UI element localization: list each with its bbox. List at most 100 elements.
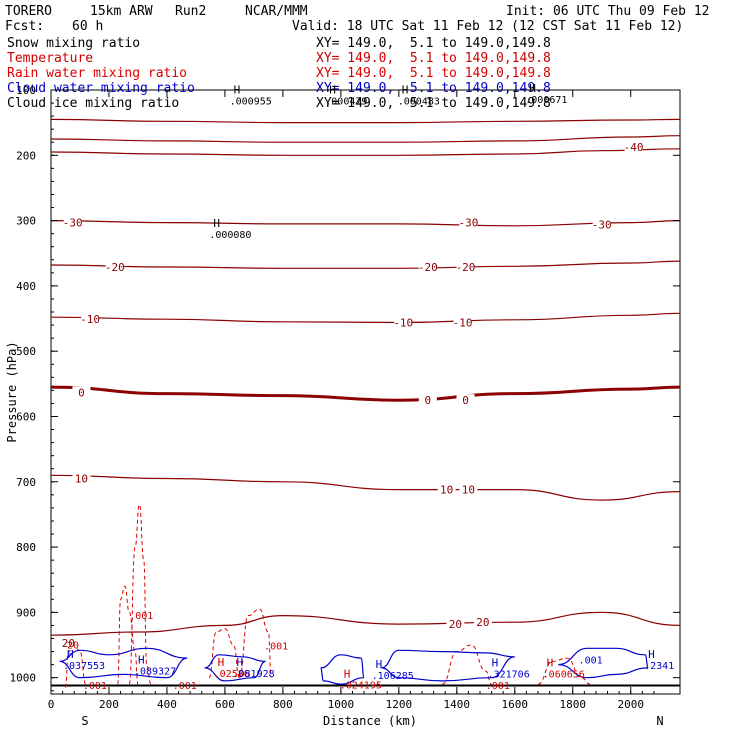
header-fcst-label: Fcst: <box>5 19 45 34</box>
y-axis-title: Pressure (hPa) <box>5 341 19 442</box>
contour-label-5: .001 <box>486 681 510 692</box>
temp-label-bg-15 <box>459 483 478 496</box>
max-marker-0: H <box>234 83 241 96</box>
temp-label-11: 0 <box>425 394 432 407</box>
y-tick-label-700: 700 <box>16 476 36 489</box>
max-value-12: .060656 <box>543 670 585 681</box>
isotherm-7 <box>50 474 681 501</box>
temp-label-7: -10 <box>80 313 100 326</box>
temp-label-bg-2 <box>459 216 478 229</box>
rain-contour-5 <box>442 644 492 685</box>
max-marker-7: H <box>218 656 225 669</box>
max-marker-13: H <box>648 648 655 661</box>
max-value-6: .089327 <box>134 666 176 677</box>
orientation-south: S <box>81 714 88 728</box>
max-value-5: .037553 <box>63 661 105 672</box>
x-axis-title: Distance (km) <box>323 714 417 728</box>
x-tick-label-1400: 1400 <box>444 698 471 711</box>
x-tick-label-1000: 1000 <box>328 698 355 711</box>
max-marker-2: H <box>402 83 409 96</box>
isotherm-3 <box>50 220 681 227</box>
cloud-contour-1 <box>204 654 266 682</box>
max-marker-9: H <box>344 668 351 681</box>
temp-label-bg-14 <box>437 483 456 496</box>
max-value-7: .02586 <box>214 669 250 680</box>
contour-label-3: .001 <box>83 681 107 692</box>
y-tick-label-100: 100 <box>16 84 36 97</box>
header-run: Run2 <box>175 4 207 19</box>
header-fcst-value: 60 h <box>72 19 104 34</box>
contour-label-1: .001 <box>264 642 288 653</box>
temp-label-17: 20 <box>476 616 489 629</box>
x-tick-label-1600: 1600 <box>502 698 529 711</box>
temp-label-bg-18 <box>59 637 78 650</box>
max-value-9: .024195 <box>340 681 382 692</box>
legend-label-cloudice: Cloud ice mixing ratio <box>7 96 180 111</box>
temp-label-bg-9 <box>453 316 472 329</box>
temp-label-bg-0 <box>624 140 643 153</box>
isotherm-5 <box>50 312 681 324</box>
max-marker-12: H <box>547 657 554 670</box>
temp-label-bg-16 <box>446 618 465 631</box>
max-value-13: .2341 <box>644 661 674 672</box>
max-value-8: .081928 <box>233 669 275 680</box>
cloud-contour-3 <box>381 649 515 682</box>
x-tick-label-1800: 1800 <box>560 698 587 711</box>
rain-contour-2 <box>128 504 152 685</box>
max-marker-10: H <box>376 658 383 671</box>
header-resolution: 15km ARW <box>90 4 153 19</box>
max-marker-6: H <box>138 653 145 666</box>
legend-label-temperature: Temperature <box>7 51 94 66</box>
rain-contour-1 <box>117 585 139 685</box>
isotherm-2 <box>50 148 681 156</box>
temp-label-bg-3 <box>592 218 611 231</box>
temp-label-12: 0 <box>462 394 469 407</box>
temp-label-16: 20 <box>449 618 462 631</box>
max-value-11: .321706 <box>488 670 530 681</box>
x-tick-label-400: 400 <box>157 698 177 711</box>
y-tick-label-300: 300 <box>16 215 36 228</box>
y-tick-label-500: 500 <box>16 345 36 358</box>
x-tick-label-800: 800 <box>273 698 293 711</box>
max-marker-4: H <box>213 217 220 230</box>
contour-label-6: 20 <box>67 640 79 651</box>
temp-label-bg-8 <box>394 316 413 329</box>
header-valid: Valid: 18 UTC Sat 11 Feb 12 (12 CST Sat … <box>292 19 684 34</box>
rain-contour-3 <box>208 628 240 679</box>
isotherm-1 <box>50 135 681 143</box>
max-marker-5: H <box>67 648 74 661</box>
y-tick-label-900: 900 <box>16 606 36 619</box>
y-tick-label-800: 800 <box>16 541 36 554</box>
legend-label-snow: Snow mixing ratio <box>7 36 141 51</box>
temp-label-bg-11 <box>418 394 437 407</box>
max-marker-8: H <box>237 656 244 669</box>
isotherm-6 <box>50 385 681 402</box>
y-tick-label-600: 600 <box>16 410 36 423</box>
max-marker-11: H <box>492 657 499 670</box>
temp-label-bg-4 <box>105 260 124 273</box>
cloud-contour-2 <box>320 654 365 685</box>
temp-label-bg-12 <box>456 394 475 407</box>
temp-label-8: -10 <box>393 316 413 329</box>
max-value-0: .000955 <box>230 96 272 107</box>
x-tick-label-1200: 1200 <box>386 698 413 711</box>
temp-label-14: 10 <box>440 484 453 497</box>
legend-xy-snow: XY= 149.0, 5.1 to 149.0,149.8 <box>316 36 551 51</box>
x-tick-label-0: 0 <box>48 698 55 711</box>
legend-label-rain: Rain water mixing ratio <box>7 66 188 81</box>
max-value-4: .000080 <box>209 230 251 241</box>
temp-label-15: 10 <box>462 484 475 497</box>
max-value-1: .000479 <box>325 96 367 107</box>
temp-label-bg-5 <box>418 260 437 273</box>
legend-xy-rain: XY= 149.0, 5.1 to 149.0,149.8 <box>316 66 551 81</box>
temp-label-2: -30 <box>458 217 478 230</box>
x-tick-label-600: 600 <box>215 698 235 711</box>
temp-label-0: -40 <box>624 141 644 154</box>
temp-label-4: -20 <box>105 261 125 274</box>
isotherm-0 <box>50 118 681 124</box>
x-tick-label-200: 200 <box>99 698 119 711</box>
legend-xy-cloudwater: XY= 149.0, 5.1 to 149.0,149.8 <box>316 81 551 96</box>
temp-label-bg-1 <box>63 216 82 229</box>
max-value-3: .000671 <box>525 95 567 106</box>
